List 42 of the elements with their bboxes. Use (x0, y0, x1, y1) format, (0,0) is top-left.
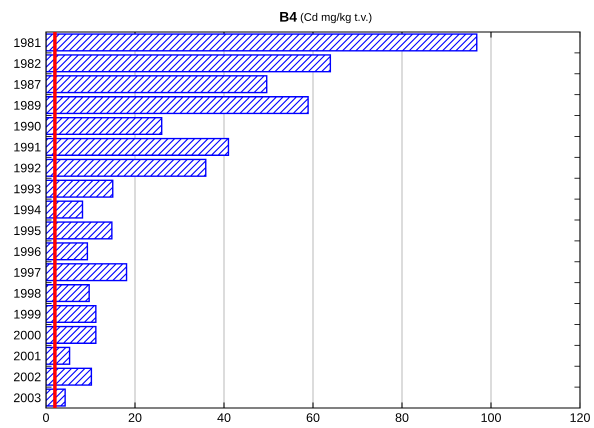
y-tick-label: 1992 (14, 164, 41, 172)
bar (46, 158, 206, 177)
x-tick-label: 60 (306, 413, 320, 422)
y-tick-label: 2000 (14, 330, 41, 340)
bar (46, 263, 128, 282)
bar (46, 138, 230, 156)
x-tick-label: 0 (43, 413, 49, 422)
y-tick-label: 1982 (14, 59, 41, 68)
x-tick-label: 80 (396, 413, 408, 422)
y-tick-label: 1981 (14, 38, 41, 48)
y-tick-label: 2003 (14, 393, 41, 402)
bar (46, 242, 88, 260)
x-tick-label: 40 (217, 413, 230, 422)
chart-title: B4 (280, 12, 297, 22)
y-tick-label: 1998 (14, 288, 41, 298)
bar (46, 368, 92, 386)
x-tick-label: 100 (482, 413, 501, 422)
y-tick-label: 1999 (14, 310, 41, 319)
y-tick-label: 1997 (14, 268, 41, 277)
y-tick-label: 1991 (14, 142, 41, 152)
y-tick-label: 1990 (14, 122, 41, 131)
bar (46, 221, 113, 240)
bar (46, 116, 162, 136)
y-tick-label: 2001 (14, 352, 41, 360)
y-tick-label: 1989 (14, 100, 41, 110)
bar (46, 96, 309, 114)
x-tick-label: 120 (570, 413, 590, 422)
chart-subtitle: (Cd mg/kg t.v.) (300, 12, 372, 24)
bar (46, 326, 97, 344)
bar (46, 304, 97, 324)
y-tick-label: 2002 (14, 372, 41, 382)
y-tick-label: 1994 (14, 205, 41, 214)
bar (46, 33, 478, 52)
bar (46, 284, 90, 302)
x-tick-label: 20 (128, 413, 142, 422)
y-tick-label: 1993 (14, 184, 41, 194)
y-tick-label: 1996 (14, 247, 41, 256)
y-tick-label: 1995 (14, 226, 41, 236)
bar (46, 75, 268, 94)
bar (46, 180, 114, 198)
bar (46, 54, 332, 72)
y-tick-label: 1987 (14, 80, 41, 89)
